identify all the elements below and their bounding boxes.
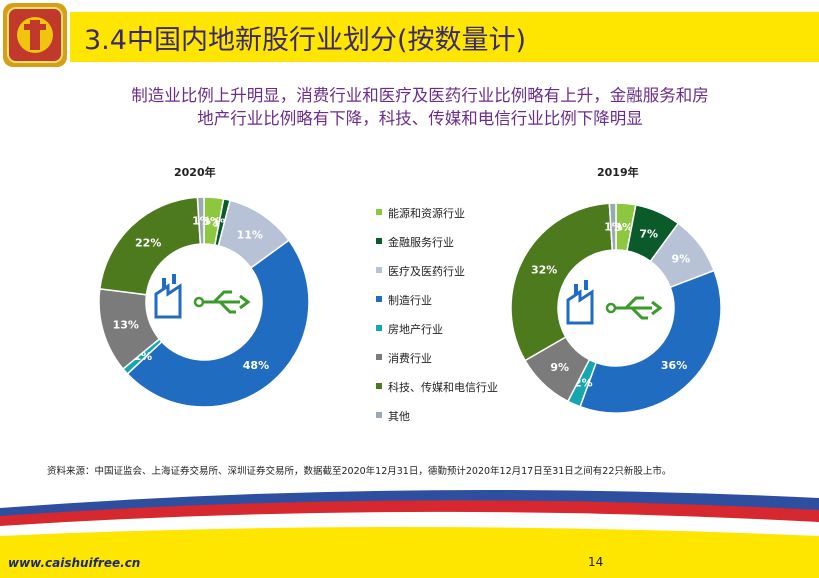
legend-swatch: [376, 296, 382, 302]
subtitle-line-1: 制造业比例上升明显，消费行业和医疗及医药行业比例略有上升，金融服务和房: [131, 86, 709, 105]
legend-label: 房地产行业: [388, 323, 443, 336]
slice-label: 7%: [639, 227, 658, 240]
subtitle-line-2: 地产行业比例略有下降，科技、传媒和电信行业比例下降明显: [197, 109, 643, 128]
slice-label: 48%: [243, 359, 269, 372]
donut-slice: [579, 269, 722, 414]
page-title: 3.4中国内地新股行业划分(按数量计): [84, 25, 527, 56]
factory-icon: [154, 274, 182, 319]
company-logo-icon: [3, 3, 67, 67]
donut-slice: [510, 202, 614, 362]
legend-swatch: [376, 354, 382, 360]
legend-label: 金融服务行业: [388, 236, 454, 249]
legend-label: 消费行业: [388, 352, 432, 365]
slice-label: 1%: [604, 221, 623, 234]
factory-icon: [566, 280, 594, 325]
title-bar: [70, 12, 819, 62]
usb-icon: [193, 290, 251, 314]
page-number: 14: [588, 555, 604, 569]
footer-swoosh: [0, 490, 819, 578]
slice-label: 9%: [550, 361, 569, 374]
legend-swatch: [376, 267, 382, 273]
slice-label: 36%: [661, 359, 687, 372]
donut-slice: [608, 202, 617, 251]
donut-slice: [196, 196, 205, 245]
slice-label: 32%: [531, 264, 557, 277]
slice-label: 3%: [202, 215, 221, 228]
donut-chart-2020: 3%1%11%48%1%13%22%1%: [98, 196, 310, 408]
footer-url[interactable]: www.caishuifree.cn: [8, 556, 141, 570]
legend-swatch: [376, 412, 382, 418]
chart-title-2020: 2020年: [174, 166, 216, 179]
legend-label: 制造行业: [388, 294, 432, 307]
slice-label: 9%: [672, 253, 691, 266]
slice-label: 3%: [614, 221, 633, 234]
slice-label: 13%: [113, 319, 139, 332]
donut-chart-2019: 3% 7%9%36%2%9%32%1%: [510, 202, 722, 414]
legend-swatch: [376, 325, 382, 331]
chart-title-2019: 2019年: [597, 166, 639, 179]
legend-label: 能源和资源行业: [388, 207, 465, 220]
slice-label: 22%: [135, 237, 161, 250]
legend-label: 其他: [388, 410, 410, 423]
slice-label: 11%: [237, 229, 263, 242]
legend-swatch: [376, 209, 382, 215]
legend-swatch: [376, 383, 382, 389]
legend-label: 医疗及医药行业: [388, 265, 465, 278]
source-note: 资料来源：中国证监会、上海证券交易所、深圳证券交易所，数据截至2020年12月3…: [47, 466, 672, 477]
slice-label: 1%: [192, 215, 211, 228]
subtitle: 制造业比例上升明显，消费行业和医疗及医药行业比例略有上升，金融服务和房 地产行业…: [80, 84, 760, 130]
legend-swatch: [376, 238, 382, 244]
usb-icon: [605, 296, 663, 320]
donut-slice: [126, 239, 310, 408]
legend-label: 科技、传媒和电信行业: [388, 381, 498, 394]
